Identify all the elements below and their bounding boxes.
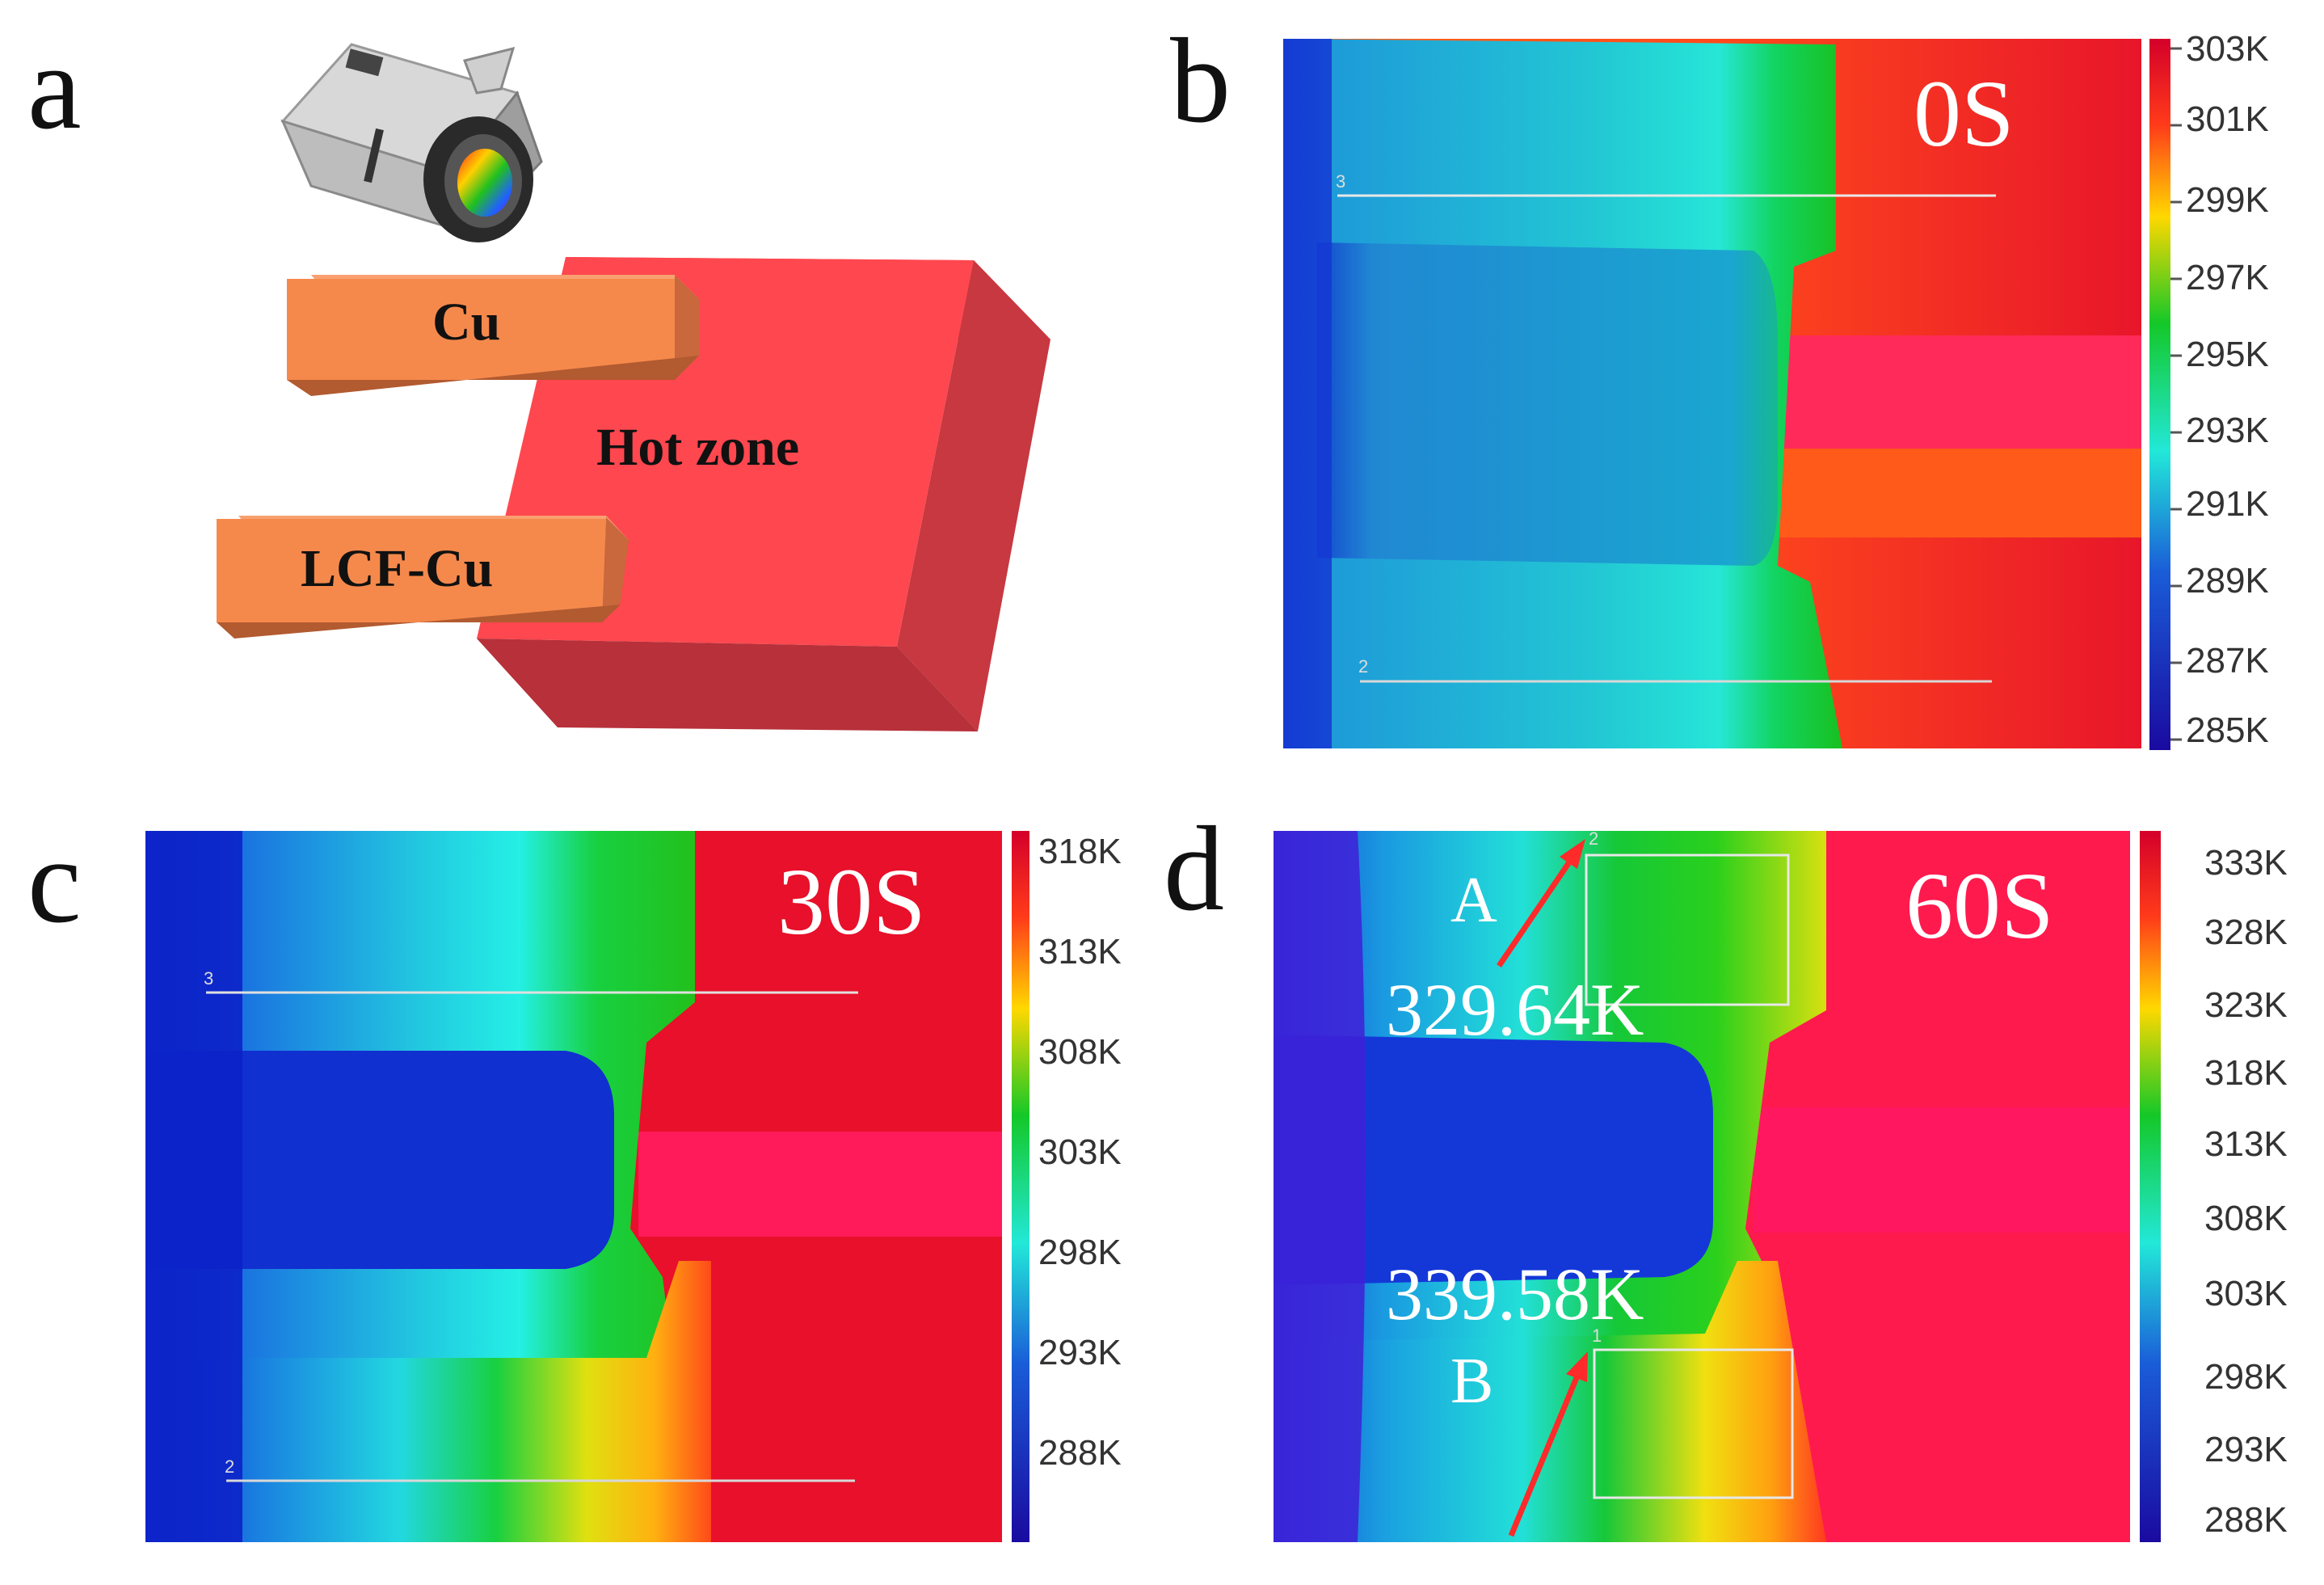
scale-b-0: 303K xyxy=(2186,29,2269,69)
panel-letter-d: d xyxy=(1164,802,1224,936)
point-a-label: A xyxy=(1450,865,1497,936)
scale-d-0: 333K xyxy=(2204,843,2288,883)
colorbar-b xyxy=(2149,39,2170,750)
lcf-cu-label: LCF-Cu xyxy=(301,539,493,598)
line-label-2: 2 xyxy=(1358,656,1368,677)
scale-c-2: 308K xyxy=(1038,1032,1122,1072)
scale-c-5: 293K xyxy=(1038,1333,1122,1372)
thermal-image-d xyxy=(1274,831,2130,1542)
scale-d-8: 293K xyxy=(2204,1430,2288,1469)
scale-b-5: 293K xyxy=(2186,411,2269,450)
panel-a: a Hot zone Cu xyxy=(27,20,1050,731)
scale-d-9: 288K xyxy=(2204,1500,2288,1540)
scale-c-4: 298K xyxy=(1038,1233,1122,1272)
scale-c-6: 288K xyxy=(1038,1433,1122,1473)
time-label-d: 60S xyxy=(1905,853,2054,959)
colorbar-b-ticks xyxy=(2170,47,2182,741)
colorbar-d xyxy=(2140,831,2161,1542)
camera-icon xyxy=(280,43,543,242)
lcf-cu-bar xyxy=(217,516,629,639)
scale-d-2: 323K xyxy=(2204,985,2288,1025)
panel-d: d 2 1 A B 329.64K 339.58K 60S 333 xyxy=(1164,802,2288,1542)
thermal-image-c xyxy=(145,831,1002,1542)
scale-b-7: 289K xyxy=(2186,561,2269,601)
point-b-label: B xyxy=(1450,1346,1493,1417)
colorbar-c-labels: 318K 313K 308K 303K 298K 293K 288K xyxy=(1038,832,1122,1473)
time-label-b: 0S xyxy=(1914,61,2015,167)
arrow-b-icon xyxy=(1508,1351,1588,1537)
scale-d-1: 328K xyxy=(2204,913,2288,952)
panel-letter-c: c xyxy=(27,814,82,948)
scale-b-9: 285K xyxy=(2186,710,2269,750)
arrow-a-icon xyxy=(1497,839,1585,967)
colorbar-c xyxy=(1012,831,1029,1542)
measure-box-b xyxy=(1593,1348,1794,1499)
line-label-3: 3 xyxy=(204,968,213,989)
temp-b-label: 339.58K xyxy=(1386,1253,1644,1335)
colorbar-d-labels: 333K 328K 323K 318K 313K 308K 303K 298K … xyxy=(2204,843,2288,1540)
scale-c-0: 318K xyxy=(1038,832,1122,871)
scale-b-6: 291K xyxy=(2186,484,2269,524)
scale-d-4: 313K xyxy=(2204,1124,2288,1164)
cu-label: Cu xyxy=(432,293,500,352)
time-label-c: 30S xyxy=(777,849,926,955)
cu-bar xyxy=(287,275,699,396)
scale-c-1: 313K xyxy=(1038,932,1122,972)
colorbar-b-labels: 303K 301K 299K 297K 295K 293K 291K 289K … xyxy=(2186,29,2269,750)
scale-b-2: 299K xyxy=(2186,180,2269,220)
scale-d-3: 318K xyxy=(2204,1053,2288,1093)
scale-d-6: 303K xyxy=(2204,1274,2288,1313)
line-label-2: 2 xyxy=(1589,828,1598,849)
line-label-1: 1 xyxy=(1592,1326,1602,1346)
panel-letter-b: b xyxy=(1170,14,1231,148)
scale-b-1: 301K xyxy=(2186,99,2269,139)
measure-box-a xyxy=(1585,854,1790,1006)
scale-b-3: 297K xyxy=(2186,258,2269,297)
panel-letter-a: a xyxy=(27,20,82,154)
temp-a-label: 329.64K xyxy=(1386,968,1644,1051)
scale-d-5: 308K xyxy=(2204,1199,2288,1238)
scale-d-7: 298K xyxy=(2204,1357,2288,1397)
scale-b-8: 287K xyxy=(2186,641,2269,681)
panel-c: c 3 2 30S 318K 313K 308K 303K 298K 293K … xyxy=(27,814,1122,1542)
line-label-3: 3 xyxy=(1336,171,1345,192)
thermal-image-b xyxy=(1283,39,2141,748)
panel-b: b 3 2 0S 303K 301K 299K xyxy=(1170,14,2269,750)
scale-b-4: 295K xyxy=(2186,335,2269,374)
line-label-2: 2 xyxy=(225,1456,234,1477)
hot-zone-label: Hot zone xyxy=(596,418,799,477)
scale-c-3: 303K xyxy=(1038,1132,1122,1172)
